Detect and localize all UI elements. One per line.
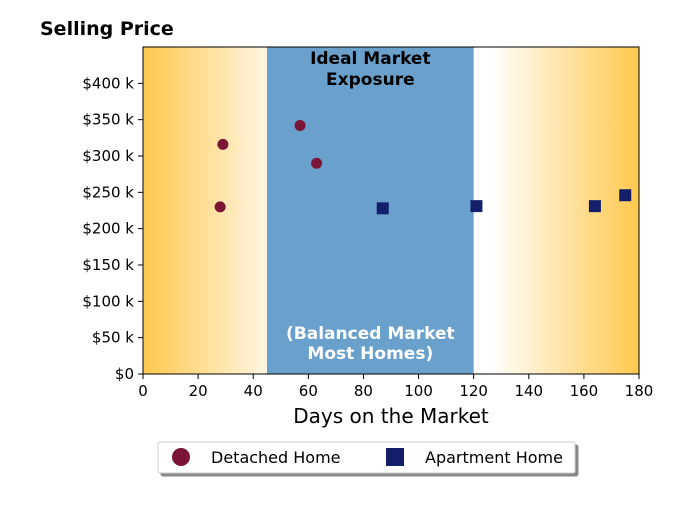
band-bottom-label-line-2: Most Homes) <box>307 344 433 364</box>
y-axis: $0 $50 k $100 k $150 k $200 k $250 k $300 k $35… <box>82 74 143 383</box>
x-tick-label: 100 <box>404 382 433 400</box>
detached-home-point <box>217 139 228 150</box>
x-tick-label: 60 <box>299 382 318 400</box>
x-axis-title: Days on the Market <box>293 404 489 428</box>
detached-home-point <box>215 201 226 212</box>
apartment-home-point <box>470 200 482 212</box>
x-tick-label: 80 <box>354 382 373 400</box>
band-bottom-label-line-1: (Balanced Market <box>286 324 455 344</box>
y-tick-label: $400 k <box>82 74 134 92</box>
y-tick-label: $150 k <box>82 256 134 274</box>
x-tick-label: 160 <box>570 382 599 400</box>
x-tick-label: 0 <box>138 382 148 400</box>
y-tick-label: $300 k <box>82 147 134 165</box>
detached-home-point <box>311 158 322 169</box>
band-top-label-line-1: Ideal Market <box>310 49 431 69</box>
x-tick-label: 120 <box>459 382 488 400</box>
x-tick-label: 20 <box>189 382 208 400</box>
x-axis: 0 20 40 60 80 100 120 140 160 180 <box>138 374 653 400</box>
y-tick-label: $100 k <box>82 292 134 310</box>
chart-title: Selling Price <box>40 18 174 40</box>
y-tick-label: $50 k <box>92 329 134 347</box>
x-tick-label: 180 <box>625 382 654 400</box>
legend-marker-apartment-home <box>386 448 404 466</box>
y-tick-label: $0 <box>115 365 134 383</box>
legend-label-apartment-home: Apartment Home <box>425 448 563 467</box>
apartment-home-point <box>377 202 389 214</box>
x-tick-label: 140 <box>514 382 543 400</box>
plot-area: Ideal Market Exposure (Balanced Market M… <box>143 47 639 374</box>
y-tick-label: $200 k <box>82 220 134 238</box>
apartment-home-point <box>589 200 601 212</box>
band-top-label-line-2: Exposure <box>326 70 415 90</box>
detached-home-point <box>295 120 306 131</box>
y-tick-label: $350 k <box>82 111 134 129</box>
legend-label-detached-home: Detached Home <box>211 448 341 467</box>
y-tick-label: $250 k <box>82 183 134 201</box>
apartment-home-point <box>619 189 631 201</box>
x-tick-label: 40 <box>244 382 263 400</box>
legend: Detached Home Apartment Home <box>158 442 575 473</box>
legend-marker-detached-home <box>172 448 190 466</box>
